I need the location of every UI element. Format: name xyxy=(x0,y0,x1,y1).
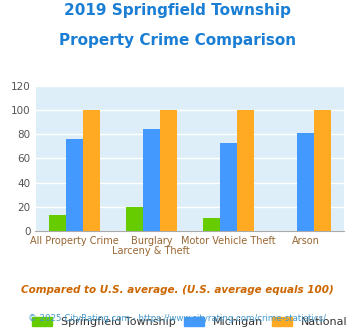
Bar xyxy=(83,110,100,231)
Legend: Springfield Township, Michigan, National: Springfield Township, Michigan, National xyxy=(27,312,353,330)
Text: Property Crime Comparison: Property Crime Comparison xyxy=(59,33,296,48)
Bar xyxy=(237,110,254,231)
Bar xyxy=(203,218,220,231)
Bar xyxy=(220,143,237,231)
Text: All Property Crime: All Property Crime xyxy=(30,236,119,246)
Bar xyxy=(143,129,160,231)
Bar xyxy=(160,110,177,231)
Bar xyxy=(297,133,314,231)
Text: Motor Vehicle Theft: Motor Vehicle Theft xyxy=(181,236,276,246)
Text: 2019 Springfield Township: 2019 Springfield Township xyxy=(64,3,291,18)
Text: © 2025 CityRating.com - https://www.cityrating.com/crime-statistics/: © 2025 CityRating.com - https://www.city… xyxy=(28,314,327,323)
Bar xyxy=(49,215,66,231)
Text: Arson: Arson xyxy=(292,236,320,246)
Text: Larceny & Theft: Larceny & Theft xyxy=(113,246,190,256)
Bar xyxy=(314,110,331,231)
Text: Burglary: Burglary xyxy=(131,236,172,246)
Bar xyxy=(66,139,83,231)
Bar xyxy=(126,207,143,231)
Text: Compared to U.S. average. (U.S. average equals 100): Compared to U.S. average. (U.S. average … xyxy=(21,285,334,295)
